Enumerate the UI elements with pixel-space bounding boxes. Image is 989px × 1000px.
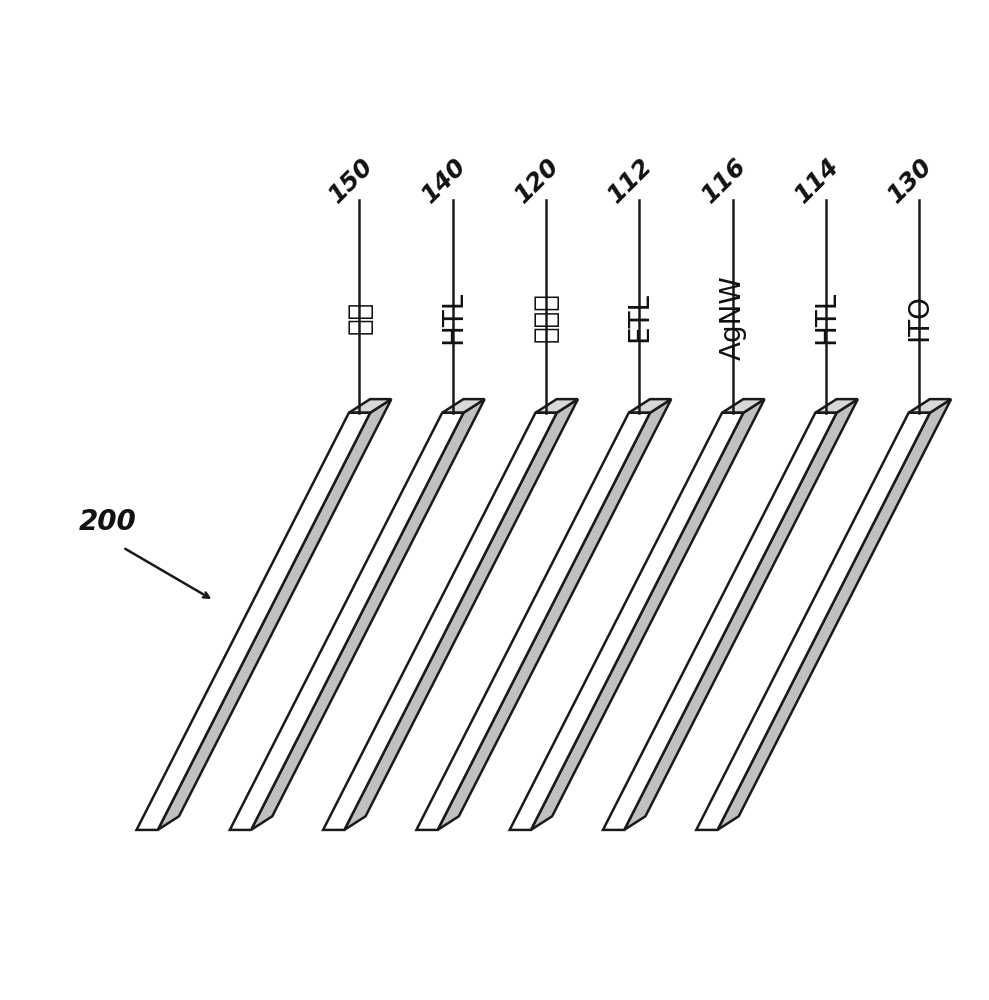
Polygon shape — [229, 413, 464, 830]
Polygon shape — [624, 399, 857, 830]
Polygon shape — [909, 399, 951, 413]
Polygon shape — [158, 399, 392, 830]
Polygon shape — [535, 399, 578, 413]
Text: HTL: HTL — [439, 291, 467, 344]
Polygon shape — [323, 413, 557, 830]
Text: 130: 130 — [884, 154, 938, 207]
Polygon shape — [629, 399, 672, 413]
Text: 120: 120 — [510, 154, 565, 207]
Text: AgNW: AgNW — [719, 275, 747, 360]
Polygon shape — [717, 399, 951, 830]
Text: ITO: ITO — [905, 294, 934, 341]
Text: 200: 200 — [79, 508, 136, 536]
Polygon shape — [344, 399, 578, 830]
Polygon shape — [416, 413, 650, 830]
Text: 活性层: 活性层 — [532, 292, 560, 342]
Polygon shape — [722, 399, 764, 413]
Text: 电极: 电极 — [345, 301, 374, 334]
Text: 140: 140 — [417, 154, 471, 207]
Polygon shape — [136, 413, 370, 830]
Polygon shape — [349, 399, 392, 413]
Text: 150: 150 — [324, 154, 378, 207]
Polygon shape — [815, 399, 857, 413]
Polygon shape — [251, 399, 485, 830]
Polygon shape — [603, 413, 837, 830]
Polygon shape — [509, 413, 744, 830]
Text: ETL: ETL — [625, 292, 654, 342]
Text: 114: 114 — [790, 154, 845, 207]
Text: HTL: HTL — [812, 291, 840, 344]
Polygon shape — [531, 399, 764, 830]
Polygon shape — [437, 399, 672, 830]
Polygon shape — [696, 413, 930, 830]
Polygon shape — [442, 399, 485, 413]
Text: 116: 116 — [697, 154, 751, 207]
Text: 112: 112 — [604, 154, 658, 207]
